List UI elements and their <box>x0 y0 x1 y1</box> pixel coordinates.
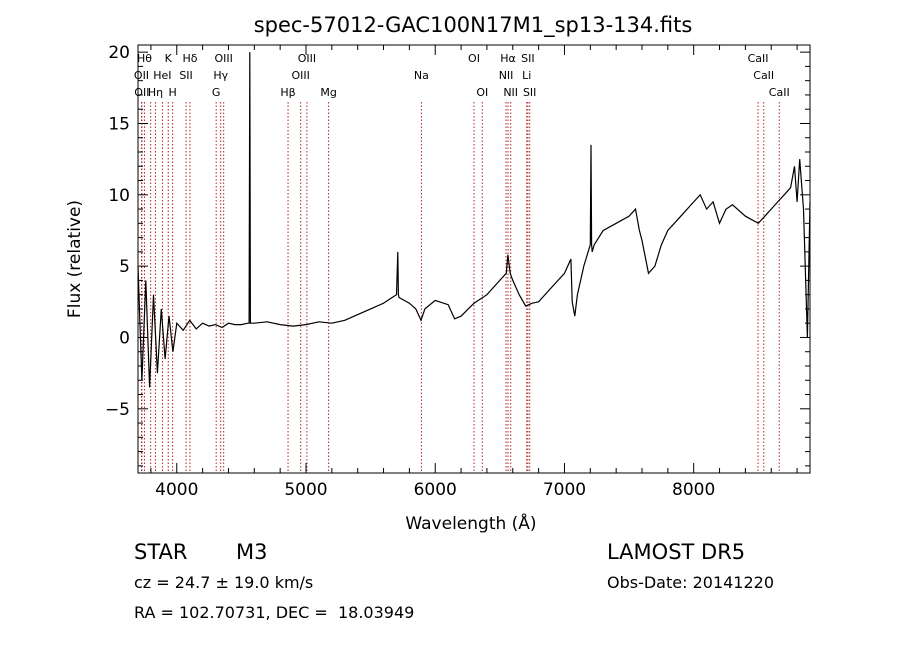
spectral-line-label: SII <box>521 52 534 65</box>
survey-name: LAMOST DR5 <box>607 540 746 564</box>
x-axis-label: Wavelength (Å) <box>405 512 536 534</box>
spectral-line-label: Hδ <box>182 52 197 65</box>
spectral-line-label: OI <box>468 52 480 65</box>
y-tick-label: 0 <box>119 328 130 348</box>
radial-velocity: cz = 24.7 ± 19.0 km/s <box>134 573 314 592</box>
object-subclass: M3 <box>236 540 268 564</box>
x-tick-label: 7000 <box>543 480 586 500</box>
y-tick-label: −5 <box>105 400 130 420</box>
spectral-line-label: SII <box>179 69 192 82</box>
spectral-line-label: Mg <box>320 86 336 99</box>
spectral-line-label: NII <box>499 69 514 82</box>
spectral-line-label: K <box>165 52 173 65</box>
spectral-line-label: Hβ <box>280 86 295 99</box>
spectral-line-label: NII <box>503 86 518 99</box>
x-tick-label: 6000 <box>414 480 457 500</box>
spectral-line-label: OIII <box>292 69 310 82</box>
object-class: STAR <box>134 540 188 564</box>
observation-date: Obs-Date: 20141220 <box>607 573 775 592</box>
spectral-line-label: CaII <box>753 69 774 82</box>
plot-frame <box>137 44 811 474</box>
x-tick-label: 5000 <box>284 480 327 500</box>
sky-coordinates: RA = 102.70731, DEC = 18.03949 <box>134 603 415 622</box>
x-tick-label: 4000 <box>155 480 198 500</box>
y-tick-label: 10 <box>108 186 130 206</box>
spectral-line-markers <box>140 102 780 473</box>
y-tick-label: 20 <box>108 43 130 63</box>
spectral-line-label: HeI <box>153 69 171 82</box>
y-tick-label: 5 <box>119 257 130 277</box>
spectral-line-label: SII <box>523 86 536 99</box>
spectral-line-label: OIII <box>214 52 232 65</box>
spectral-line-label: Li <box>522 69 531 82</box>
chart-title: spec-57012-GAC100N17M1_sp13-134.fits <box>254 13 693 38</box>
spectral-line-label: Hα <box>500 52 516 65</box>
x-tick-label: 8000 <box>672 480 715 500</box>
spectral-line-label: H <box>168 86 176 99</box>
y-axis-label: Flux (relative) <box>65 200 85 318</box>
spectral-line-label: CaII <box>748 52 769 65</box>
spectral-line-labels: HθOIIOIIHηHeIKHSIIHδGHγOIIIHβOIIIOIIIMgN… <box>134 52 790 99</box>
spectral-line-label: OIII <box>298 52 316 65</box>
spectral-line-label: OI <box>476 86 488 99</box>
y-axis: −5 0 5 10 15 20 <box>105 43 810 467</box>
y-tick-label: 15 <box>108 114 130 134</box>
spectral-line-label: Na <box>414 69 429 82</box>
spectral-line-label: OII <box>134 69 149 82</box>
spectral-line-label: Hγ <box>213 69 228 82</box>
spectrum-line <box>137 52 811 388</box>
spectral-line-label: Hθ <box>137 52 152 65</box>
spectral-line-label: Hη <box>148 86 163 99</box>
x-axis: 4000 5000 6000 7000 8000 <box>150 45 798 500</box>
spectral-line-label: G <box>212 86 221 99</box>
spectral-line-label: CaII <box>769 86 790 99</box>
